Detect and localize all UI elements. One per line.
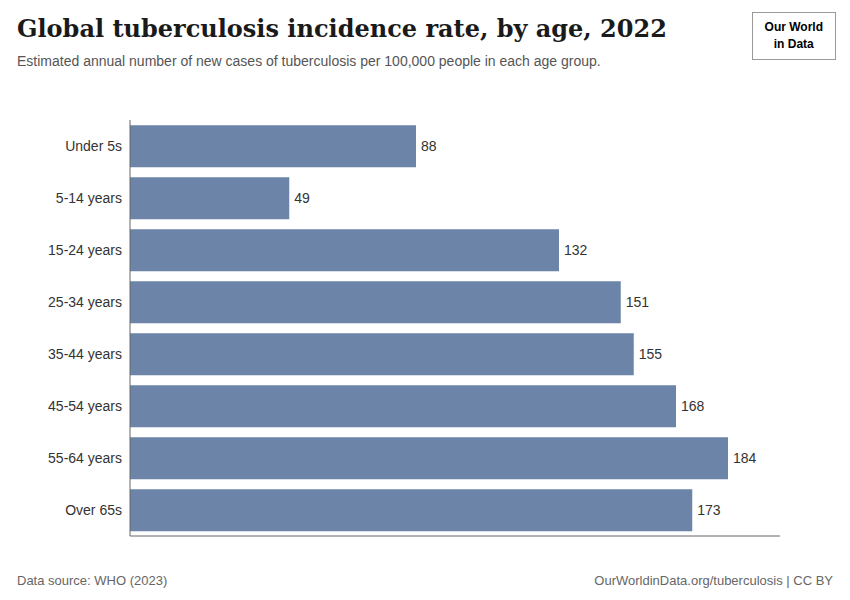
html-text:OurWorldinData.org/tuberculosi: OurWorldinData.org/tuberculosis | CC BY bbox=[594, 573, 833, 588]
html-text:Estimated annual number of new: Estimated annual number of new cases of … bbox=[17, 53, 601, 69]
svg-text:155: 155 bbox=[639, 346, 663, 362]
html-text:Our World in Data: Our World in Data bbox=[764, 20, 823, 51]
svg-text:35-44 years: 35-44 years bbox=[48, 346, 122, 362]
svg-text:173: 173 bbox=[697, 502, 721, 518]
svg-text:5-14 years: 5-14 years bbox=[56, 190, 122, 206]
svg-text:184: 184 bbox=[733, 450, 757, 466]
svg-text:55-64 years: 55-64 years bbox=[48, 450, 122, 466]
svg-text:151: 151 bbox=[626, 294, 650, 310]
svg-text:15-24 years: 15-24 years bbox=[48, 242, 122, 258]
svg-text:88: 88 bbox=[421, 138, 437, 154]
svg-text:Under 5s: Under 5s bbox=[65, 138, 122, 154]
svg-text:Over 65s: Over 65s bbox=[65, 502, 122, 518]
svg-text:45-54 years: 45-54 years bbox=[48, 398, 122, 414]
svg-text:25-34 years: 25-34 years bbox=[48, 294, 122, 310]
html-text:Data source: WHO (2023): Data source: WHO (2023) bbox=[17, 573, 168, 588]
html-text:Global tuberculosis incidence: Global tuberculosis incidence rate, by a… bbox=[17, 14, 667, 43]
svg-text:168: 168 bbox=[681, 398, 705, 414]
svg-text:49: 49 bbox=[294, 190, 310, 206]
svg-text:132: 132 bbox=[564, 242, 588, 258]
